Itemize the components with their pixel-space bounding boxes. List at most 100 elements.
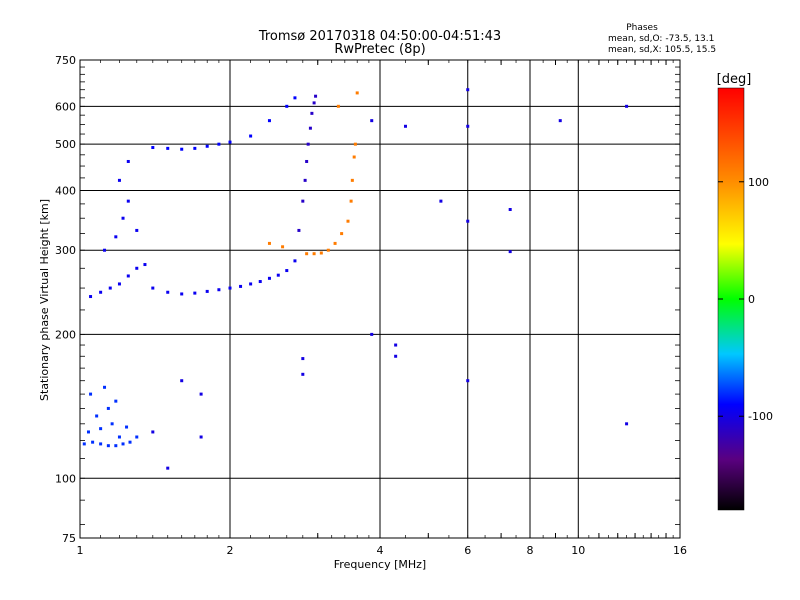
y-tick-label: 600 [55, 100, 76, 113]
data-point [349, 199, 353, 203]
data-point [306, 142, 310, 146]
y-tick-label: 300 [55, 244, 76, 257]
data-point [466, 88, 470, 92]
data-point [89, 392, 93, 396]
stats-x-line: mean, sd,X: 105.5, 15.5 [608, 45, 716, 55]
data-point [281, 245, 285, 249]
chart-subtitle: RwPretec (8p) [334, 42, 425, 57]
x-tick-label: 16 [673, 544, 687, 557]
data-point [135, 228, 139, 232]
data-point [312, 101, 316, 105]
x-axis-label: Frequency [MHz] [334, 558, 426, 571]
data-point [166, 466, 170, 470]
x-tick-label: 4 [377, 544, 384, 557]
data-point [205, 144, 209, 148]
data-point [99, 290, 103, 294]
data-point [91, 440, 95, 444]
x-tick-label: 8 [527, 544, 534, 557]
data-point [128, 440, 132, 444]
data-point [99, 442, 103, 446]
data-point [239, 284, 243, 288]
data-point [217, 142, 221, 146]
data-point [346, 219, 350, 223]
data-point [89, 295, 93, 299]
data-point [125, 425, 129, 429]
data-point [297, 228, 301, 232]
data-point [625, 104, 629, 108]
x-tick-label: 10 [571, 544, 585, 557]
data-point [293, 259, 297, 263]
data-point [114, 444, 118, 448]
y-tick-label: 75 [62, 532, 76, 545]
data-point [193, 291, 197, 295]
y-axis: 75 100 200 300 400 500 600 750 [55, 54, 680, 545]
data-point [166, 146, 170, 150]
y-tick-label: 500 [55, 138, 76, 151]
data-point [108, 286, 112, 290]
data-point [258, 280, 262, 284]
data-point [135, 435, 139, 439]
data-point [180, 292, 184, 296]
data-point [439, 199, 443, 203]
y-tick-label: 400 [55, 184, 76, 197]
data-point [301, 372, 305, 376]
data-point [103, 248, 107, 252]
stats-o-line: mean, sd,O: -73.5, 13.1 [608, 34, 714, 44]
chart-title: Tromsø 20170318 04:50:00-04:51:43 [258, 29, 501, 44]
data-point [166, 290, 170, 294]
data-point [99, 427, 103, 431]
data-point [466, 219, 470, 223]
data-point [352, 155, 356, 159]
data-point [508, 250, 512, 254]
data-point [319, 251, 323, 255]
data-point [249, 282, 253, 286]
data-point [558, 119, 562, 123]
colorbar-tick-label: 100 [748, 176, 769, 189]
data-point [121, 216, 125, 220]
data-point [303, 178, 307, 182]
data-point [205, 289, 209, 293]
data-points [82, 88, 629, 470]
data-point [193, 146, 197, 150]
data-point [143, 263, 147, 267]
data-point [267, 276, 271, 280]
data-point [95, 414, 99, 418]
data-point [114, 399, 118, 403]
data-point [180, 379, 184, 383]
data-point [370, 119, 374, 123]
data-point [267, 241, 271, 245]
x-tick-label: 6 [464, 544, 471, 557]
data-point [355, 91, 359, 95]
data-point [151, 430, 155, 434]
data-point [82, 442, 86, 446]
data-point [394, 354, 398, 358]
data-point [276, 273, 280, 277]
data-point [180, 147, 184, 151]
x-tick-label: 2 [227, 544, 234, 557]
colorbar-tick-label: -100 [748, 410, 773, 423]
data-point [310, 111, 314, 115]
data-point [151, 146, 155, 150]
data-point [326, 248, 330, 252]
grid-lines [80, 60, 680, 538]
data-point [466, 379, 470, 383]
data-point [336, 104, 340, 108]
y-tick-label: 100 [55, 472, 76, 485]
data-point [353, 142, 357, 146]
data-point [103, 385, 107, 389]
data-point [217, 288, 221, 292]
data-point [301, 357, 305, 361]
data-point [117, 178, 121, 182]
data-point [121, 442, 125, 446]
data-point [86, 430, 90, 434]
data-point [126, 159, 130, 163]
data-point [370, 332, 374, 336]
data-point [308, 126, 312, 130]
data-point [285, 104, 289, 108]
data-point [314, 94, 318, 98]
data-point [126, 199, 130, 203]
data-point [312, 252, 316, 256]
y-tick-label: 200 [55, 328, 76, 341]
